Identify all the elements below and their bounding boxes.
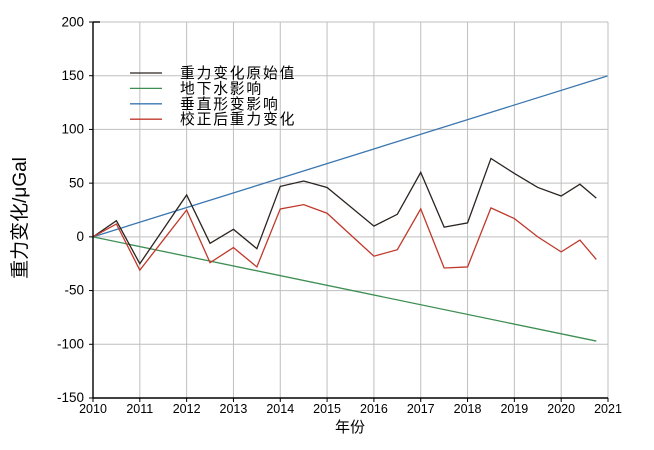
svg-text:年份: 年份 xyxy=(335,419,365,436)
svg-text:2012: 2012 xyxy=(173,402,201,416)
svg-text:重力变化/μGal: 重力变化/μGal xyxy=(9,157,31,279)
svg-text:2020: 2020 xyxy=(547,402,575,416)
svg-text:2011: 2011 xyxy=(126,402,153,416)
svg-text:2014: 2014 xyxy=(266,402,294,416)
svg-text:200: 200 xyxy=(61,15,84,30)
svg-text:校正后重力变化: 校正后重力变化 xyxy=(180,111,296,128)
svg-text:2015: 2015 xyxy=(313,402,341,416)
svg-text:50: 50 xyxy=(69,176,84,191)
svg-text:2013: 2013 xyxy=(220,402,248,416)
svg-text:2018: 2018 xyxy=(454,402,482,416)
svg-text:垂直形变影响: 垂直形变影响 xyxy=(180,96,280,113)
svg-text:重力变化原始值: 重力变化原始值 xyxy=(180,65,296,82)
svg-text:0: 0 xyxy=(76,229,84,244)
svg-text:2021: 2021 xyxy=(594,402,622,416)
svg-text:150: 150 xyxy=(61,68,84,83)
svg-text:2016: 2016 xyxy=(360,402,388,416)
svg-text:2010: 2010 xyxy=(79,402,107,416)
svg-text:-100: -100 xyxy=(57,337,84,352)
svg-text:-50: -50 xyxy=(64,283,84,298)
svg-text:地下水影响: 地下水影响 xyxy=(180,80,263,97)
svg-text:2019: 2019 xyxy=(500,402,528,416)
svg-text:2017: 2017 xyxy=(407,402,435,416)
svg-text:100: 100 xyxy=(61,122,84,137)
